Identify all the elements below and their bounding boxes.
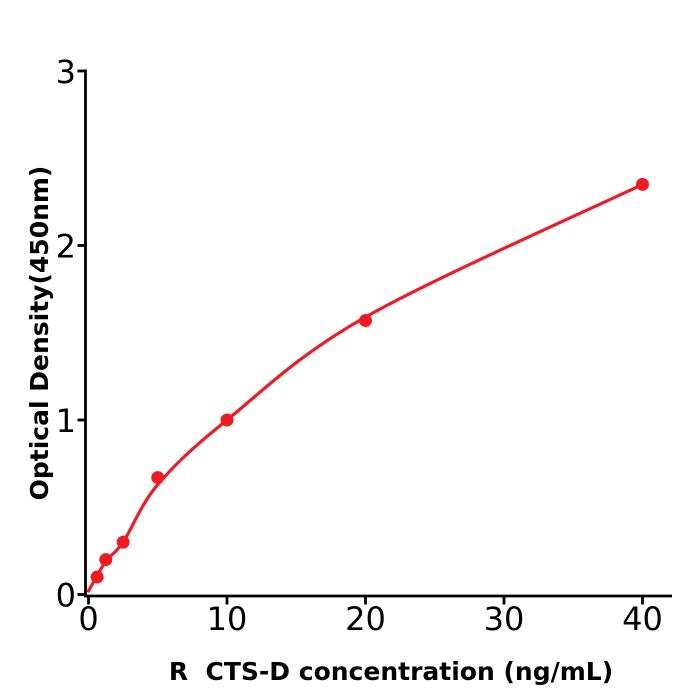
x-tick-label: 0: [78, 600, 98, 638]
x-tick-label: 10: [207, 600, 248, 638]
y-axis-title: Optical Density(450nm): [25, 166, 54, 501]
x-tick-label: 40: [622, 600, 663, 638]
y-tick-label: 2: [56, 228, 76, 266]
data-point: [151, 471, 165, 485]
y-tick-label: 0: [56, 577, 76, 615]
y-tick-label: 1: [56, 402, 76, 440]
data-point: [359, 314, 372, 328]
y-tick-label: 3: [56, 53, 76, 91]
x-axis-title: R CTS-D concentration (ng/mL): [169, 657, 613, 686]
data-point: [116, 535, 130, 549]
data-point: [99, 553, 113, 567]
data-point: [220, 413, 234, 427]
data-point: [636, 177, 649, 191]
fit-curve: [86, 182, 645, 593]
x-tick-label: 30: [484, 600, 525, 638]
x-tick-label: 20: [345, 600, 386, 638]
plot-area: 0 10 20 30 40 0 1 2 3: [56, 53, 672, 638]
data-point: [90, 570, 104, 584]
